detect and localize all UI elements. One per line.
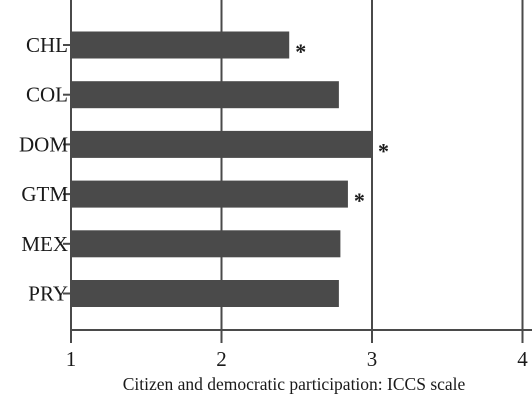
significance-marker: * — [295, 39, 306, 64]
x-tick-label: 1 — [66, 347, 77, 371]
x-tick-label: 3 — [367, 347, 378, 371]
axis-layer — [63, 0, 532, 343]
bar-layer — [71, 31, 372, 307]
bar-CHL — [71, 31, 290, 59]
bar-GTM — [71, 180, 348, 208]
x-tick-label: 4 — [517, 347, 528, 371]
x-axis-title: Citizen and democratic participation: IC… — [123, 374, 466, 394]
category-label: GTM — [21, 182, 68, 206]
bar-DOM — [71, 130, 372, 158]
significance-marker: * — [378, 138, 389, 163]
significance-marker: * — [354, 188, 365, 213]
category-label: COL — [26, 83, 68, 107]
category-label: DOM — [19, 132, 68, 156]
category-label: MEX — [21, 232, 68, 256]
x-tick-label: 2 — [216, 347, 227, 371]
bar-COL — [71, 81, 339, 109]
bar-PRY — [71, 280, 339, 307]
bar-MEX — [71, 230, 341, 258]
category-label: CHL — [26, 33, 68, 57]
category-label: PRY — [28, 282, 68, 306]
label-layer: 1 2 3 4 CHL * COL DOM * GTM * MEX PRY — [19, 33, 528, 371]
